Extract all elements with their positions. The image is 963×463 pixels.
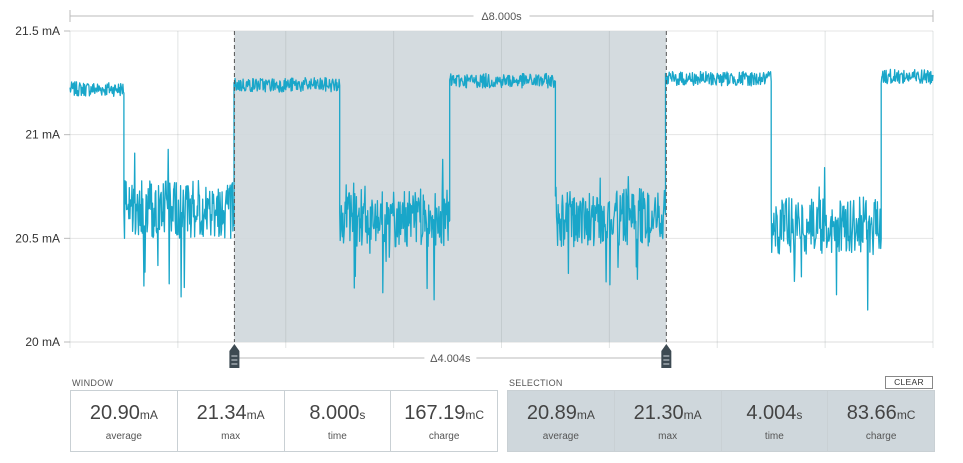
selection-max-value: 21.30: [633, 401, 684, 424]
selection-charge-value: 83.66: [846, 401, 897, 424]
selection-left-handle[interactable]: [229, 344, 240, 368]
window-time-value: 8.000: [309, 401, 360, 424]
selection-time-stat: 4.004s time: [722, 391, 829, 451]
window-charge-unit: mC: [465, 407, 485, 422]
selection-max-stat: 21.30mA max: [615, 391, 722, 451]
window-delta-bracket: Δ8.000s: [69, 8, 934, 24]
selection-average-stat: 20.89mA average: [508, 391, 615, 451]
selection-delta-label: Δ4.004s: [430, 353, 471, 365]
selection-max-unit: mA: [683, 407, 702, 422]
window-stats: 20.90mA average 21.34mA max 8.000s time …: [70, 390, 498, 452]
selection-charge-stat: 83.66mC charge: [828, 391, 934, 451]
window-max-value: 21.34: [196, 401, 247, 424]
current-trace: [69, 68, 934, 311]
selection-average-unit: mA: [576, 407, 595, 422]
y-tick-label: 20 mA: [25, 335, 60, 349]
window-panel-title: WINDOW: [72, 378, 114, 388]
selection-delta-bracket: Δ4.004s: [234, 350, 667, 366]
selection-panel-title: SELECTION: [509, 378, 563, 388]
selection-stats: 20.89mA average 21.30mA max 4.004s time …: [507, 390, 935, 452]
selection-time-label: time: [764, 430, 784, 442]
clear-selection-button[interactable]: CLEAR: [885, 376, 933, 389]
window-average-value: 20.90: [89, 401, 140, 424]
selection-average-label: average: [542, 430, 579, 442]
window-charge-value: 167.19: [404, 401, 466, 424]
window-time-label: time: [327, 430, 347, 442]
window-average-unit: mA: [139, 407, 158, 422]
window-charge-stat: 167.19mC charge: [391, 391, 497, 451]
selection-time-unit: s: [796, 407, 803, 422]
window-max-stat: 21.34mA max: [178, 391, 285, 451]
selection-charge-label: charge: [865, 430, 897, 442]
selection-average-value: 20.89: [526, 401, 577, 424]
window-max-label: max: [221, 430, 241, 442]
selection-charge-unit: mC: [896, 407, 916, 422]
window-max-unit: mA: [246, 407, 265, 422]
window-average-stat: 20.90mA average: [71, 391, 178, 451]
selection-max-label: max: [658, 430, 678, 442]
selection-boundaries: [233, 31, 667, 342]
window-charge-label: charge: [428, 430, 460, 442]
y-tick-label: 21.5 mA: [15, 24, 60, 38]
window-delta-label: Δ8.000s: [481, 11, 522, 23]
window-time-unit: s: [359, 407, 366, 422]
y-tick-label: 21 mA: [25, 128, 60, 142]
window-time-stat: 8.000s time: [285, 391, 392, 451]
chart-vertical-grid: [69, 31, 934, 348]
current-chart[interactable]: 21.5 mA 21 mA 20.5 mA 20 mA Δ8.000s Δ4.004s: [0, 0, 963, 370]
selection-time-value: 4.004: [746, 401, 797, 424]
y-tick-label: 20.5 mA: [15, 231, 60, 245]
selection-right-handle[interactable]: [661, 344, 672, 368]
window-average-label: average: [105, 430, 142, 442]
y-axis-labels: 21.5 mA 21 mA 20.5 mA 20 mA: [15, 24, 60, 349]
